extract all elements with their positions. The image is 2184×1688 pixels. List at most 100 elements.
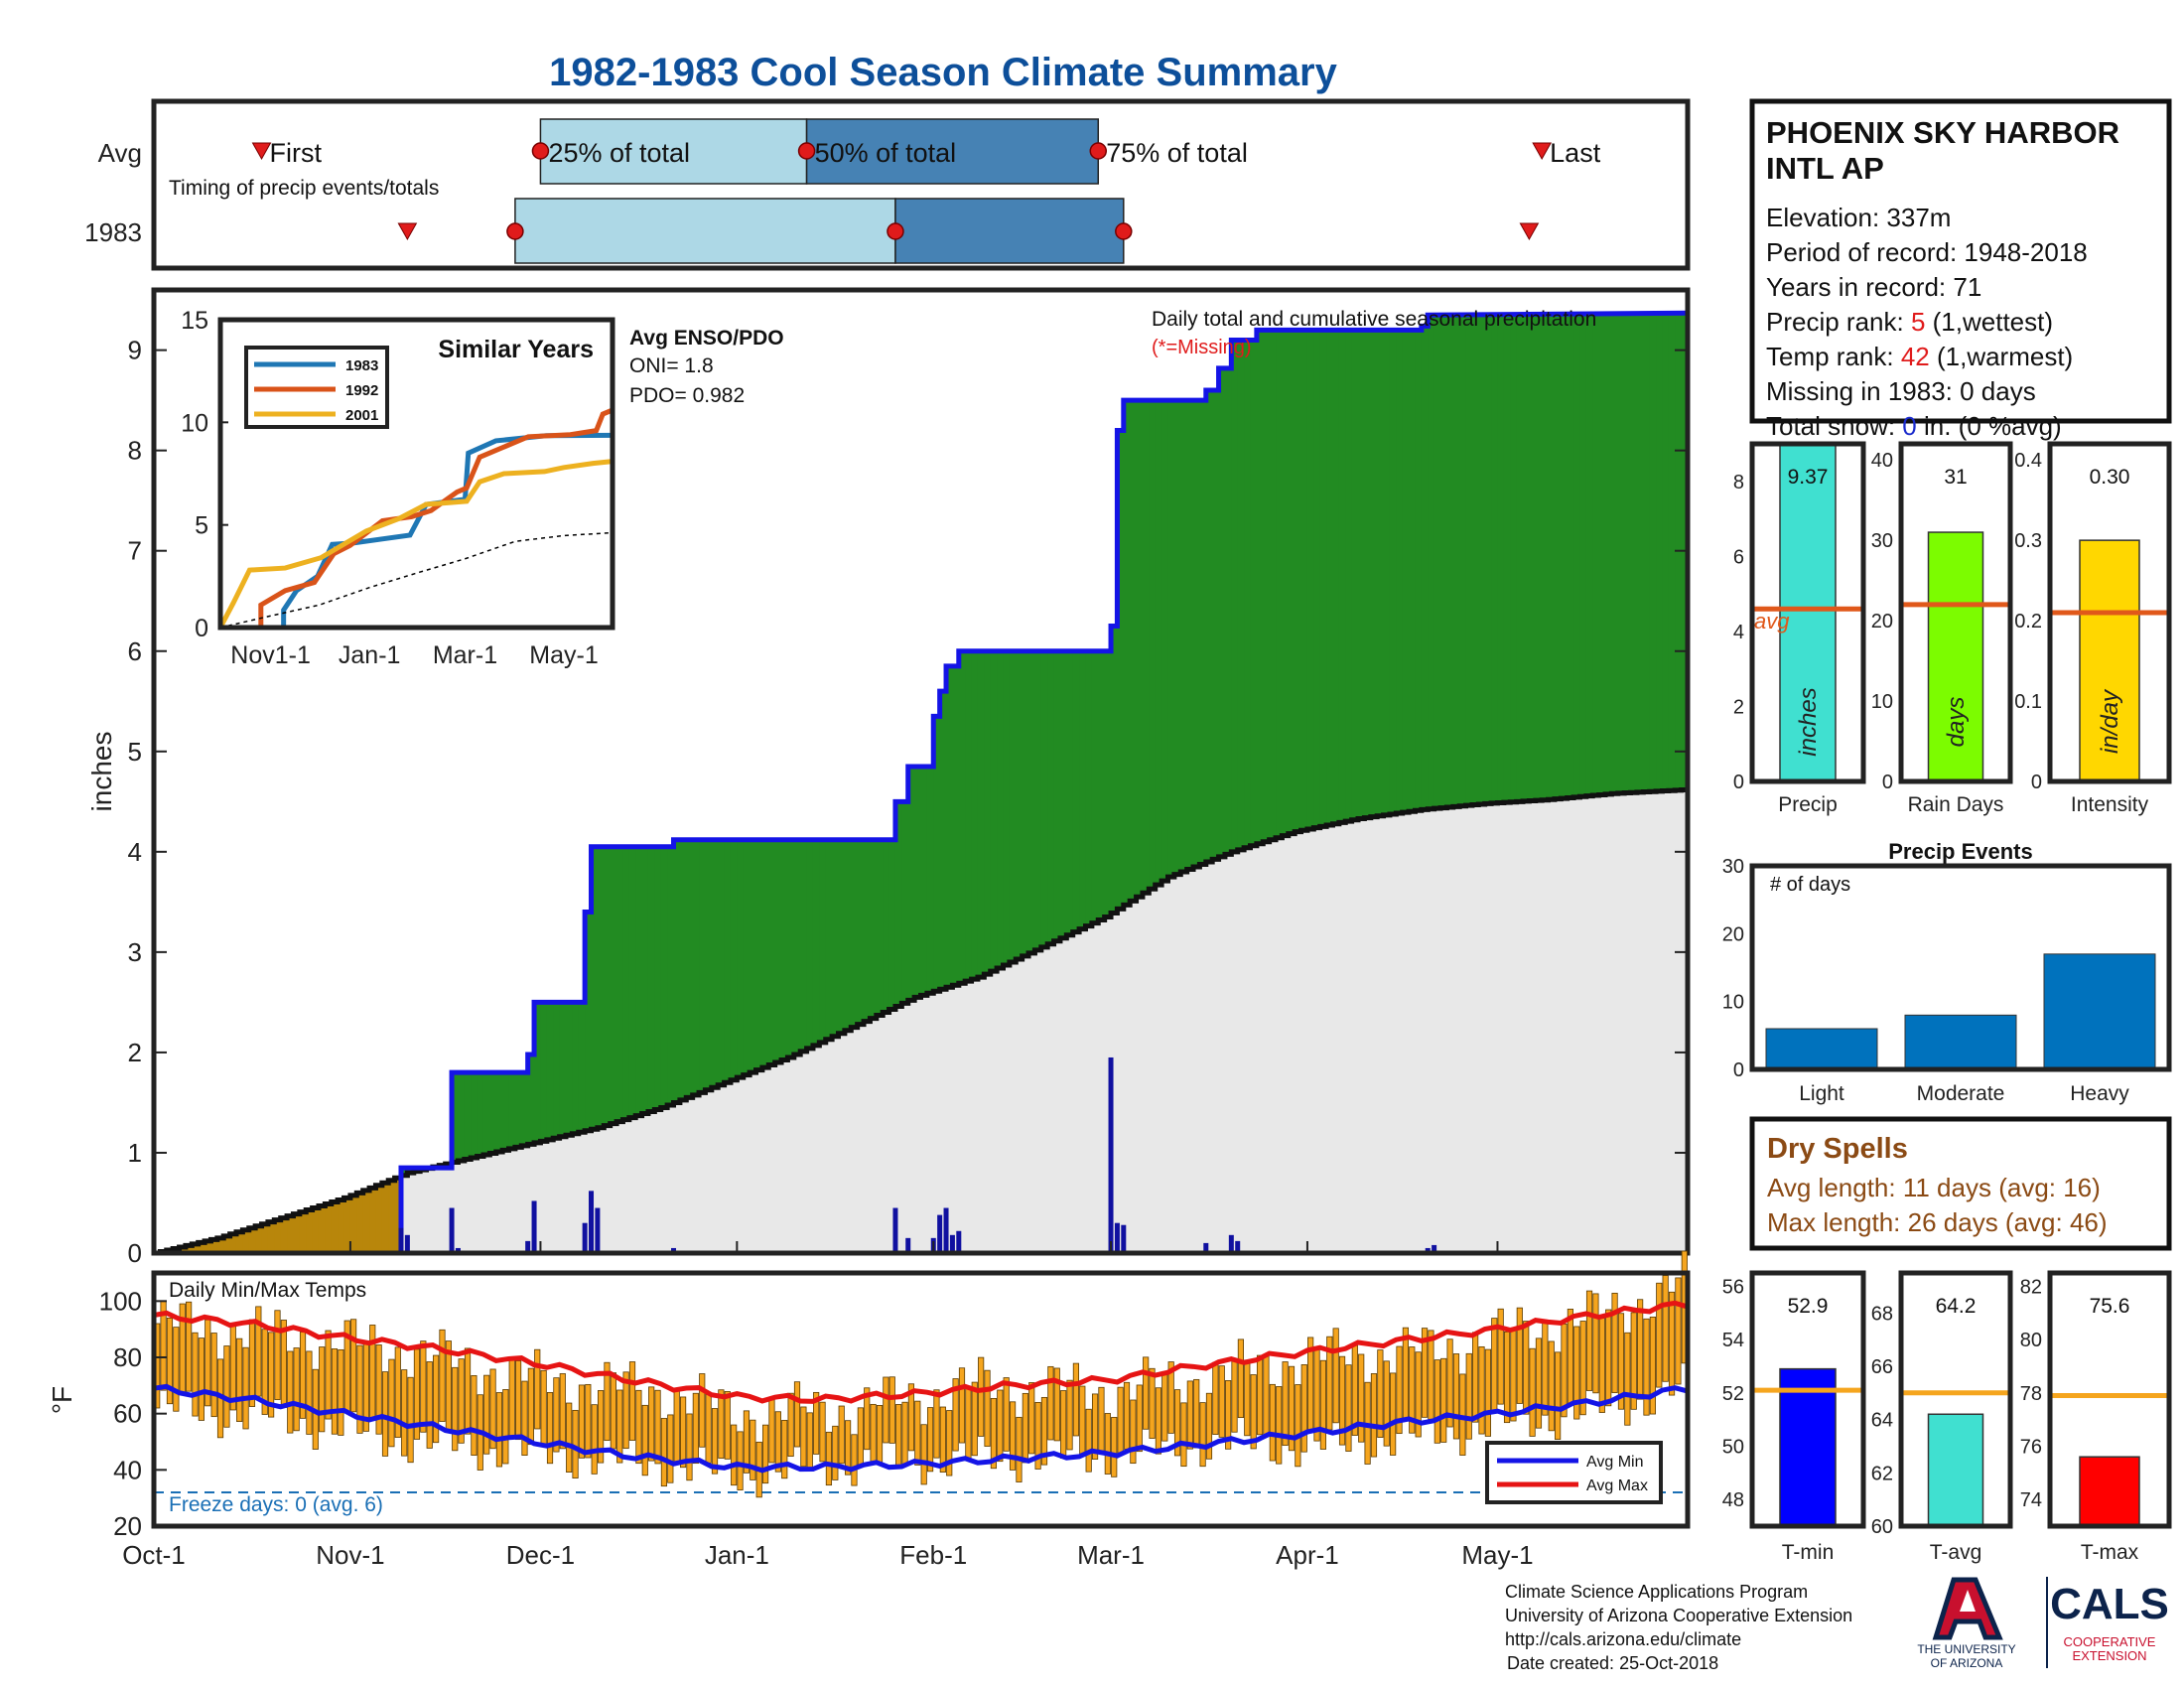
above-normal-area	[1662, 315, 1670, 791]
above-normal-area	[635, 846, 643, 1116]
above-normal-area	[647, 846, 655, 1112]
timing-label-p50: 50% of total	[815, 138, 957, 168]
above-normal-area	[800, 839, 808, 1052]
daily-precip-bar	[1121, 1224, 1127, 1253]
season-panel-rain-days: 31 0 10 20 30 40 Rain Days days	[1871, 441, 2013, 816]
station-name-line2: INTL AP	[1766, 151, 1884, 186]
panel-y-tick-label: 60	[1871, 1516, 1893, 1538]
above-normal-area	[1484, 315, 1492, 804]
daily-temp-bar	[452, 1366, 459, 1452]
daily-temp-bar	[1649, 1316, 1656, 1415]
precip-events-title: Precip Events	[1888, 839, 2033, 864]
bar-intensity	[2079, 539, 2140, 782]
daily-temp-bar	[832, 1425, 839, 1480]
above-normal-area	[825, 839, 833, 1040]
below-normal-area	[312, 1207, 320, 1253]
above-normal-area	[1199, 400, 1207, 865]
above-normal-area	[1173, 400, 1181, 875]
daily-temp-bar	[1288, 1365, 1296, 1452]
daily-temp-bar	[920, 1424, 927, 1485]
above-normal-area	[1288, 330, 1296, 834]
daily-temp-bar	[984, 1369, 991, 1447]
above-normal-area	[1186, 400, 1194, 870]
above-normal-area	[1034, 650, 1042, 950]
legend-2001: 2001	[345, 407, 378, 424]
daily-temp-bar	[616, 1389, 623, 1464]
daily-temp-bar	[635, 1389, 642, 1465]
above-normal-area	[1218, 367, 1226, 857]
above-normal-area	[1047, 650, 1055, 944]
station-period: Period of record: 1948-2018	[1766, 237, 2088, 267]
daily-temp-bar	[914, 1400, 921, 1466]
above-normal-area	[844, 839, 852, 1031]
daily-temp-bar	[1415, 1351, 1422, 1438]
above-normal-area	[1351, 330, 1359, 820]
daily-temp-bar	[660, 1418, 668, 1487]
daily-temp-bar	[546, 1392, 554, 1465]
precip-y-tick-label: 4	[128, 837, 142, 867]
below-normal-area	[216, 1237, 224, 1253]
daily-temp-bar	[1579, 1321, 1586, 1416]
precip-y-tick-label: 1	[128, 1138, 142, 1168]
daily-temp-bar	[1263, 1353, 1270, 1437]
below-normal-area	[192, 1243, 200, 1253]
season-total-panels: 9.37 0 2 4 6 8 Precip inches avg 31 0 10 20 30 40 Rain …	[1733, 441, 2172, 816]
above-normal-area	[1409, 330, 1417, 812]
daily-temp-bar	[1028, 1382, 1035, 1455]
bar-t-max	[2079, 1456, 2140, 1527]
event-category-label: Light	[1799, 1082, 1844, 1105]
daily-temp-bar	[971, 1381, 978, 1457]
daily-temp-bar	[1561, 1323, 1568, 1418]
daily-temp-bar	[946, 1410, 953, 1477]
above-normal-area	[1300, 330, 1308, 831]
daily-temp-bar	[883, 1376, 889, 1444]
temps-y-tick-label: 20	[113, 1511, 142, 1541]
panel-category-label: T-avg	[1930, 1541, 1982, 1564]
daily-temp-bar	[750, 1419, 756, 1480]
daily-temp-bar	[268, 1332, 275, 1418]
above-normal-area	[1465, 315, 1473, 806]
station-years: Years in record: 71	[1766, 272, 1981, 302]
ua-line1: THE UNIVERSITY	[1917, 1642, 2015, 1656]
daily-temp-bar	[369, 1325, 376, 1419]
bar-unit-label: in/day	[2097, 688, 2123, 754]
above-normal-area	[984, 650, 992, 975]
daily-temp-bar	[1269, 1383, 1276, 1462]
daily-temp-bar	[319, 1346, 326, 1433]
daily-temp-bar	[825, 1431, 833, 1486]
above-normal-area	[1332, 330, 1340, 824]
daily-temp-bar	[1567, 1309, 1573, 1406]
daily-temp-bar	[388, 1358, 395, 1448]
timing-caption: Timing of precip events/totals	[169, 177, 439, 200]
daily-temp-bar	[1205, 1392, 1213, 1460]
daily-temp-bar	[331, 1348, 339, 1435]
x-axis-labels: Oct-1 Nov-1 Dec-1 Jan-1 Feb-1 Mar-1 Apr-1 May-1	[122, 1540, 1533, 1570]
similar-series-1992	[220, 407, 614, 631]
daily-temp-bar	[699, 1373, 706, 1448]
daily-temp-bar	[851, 1434, 858, 1486]
above-normal-area	[1250, 340, 1258, 846]
above-normal-area	[591, 846, 599, 1130]
panel-y-tick-label: 2	[1733, 696, 1744, 718]
above-normal-area	[1053, 650, 1061, 941]
timing-marker-p75-avg	[1089, 142, 1108, 160]
x-tick-label: Apr-1	[1276, 1540, 1339, 1570]
station-precip-rank: Precip rank: 5 (1,wettest)	[1766, 307, 2053, 337]
daily-temp-bar	[248, 1319, 256, 1407]
below-normal-area	[375, 1185, 383, 1253]
station-missing: Missing in 1983: 0 days	[1766, 376, 2036, 406]
panel-y-tick-label: 4	[1733, 622, 1744, 643]
bar-value-label: 75.6	[2090, 1295, 2130, 1318]
daily-temp-bar	[502, 1389, 509, 1465]
daily-temp-bar	[173, 1327, 180, 1412]
event-bar-moderate	[1904, 1014, 2017, 1070]
timing-triangle-last-avg	[1532, 142, 1553, 161]
daily-temp-bar	[1155, 1387, 1162, 1455]
timing-box-q1-y1983	[514, 198, 896, 264]
event-y-tick-label: 30	[1722, 856, 1744, 878]
daily-temp-bar	[1383, 1360, 1390, 1447]
daily-temp-bar	[1319, 1359, 1326, 1450]
above-normal-area	[1478, 315, 1486, 804]
bar-unit-label: inches	[1795, 687, 1822, 756]
timing-panel: First 25% of total 50% of total 75% of tota…	[84, 98, 1691, 271]
